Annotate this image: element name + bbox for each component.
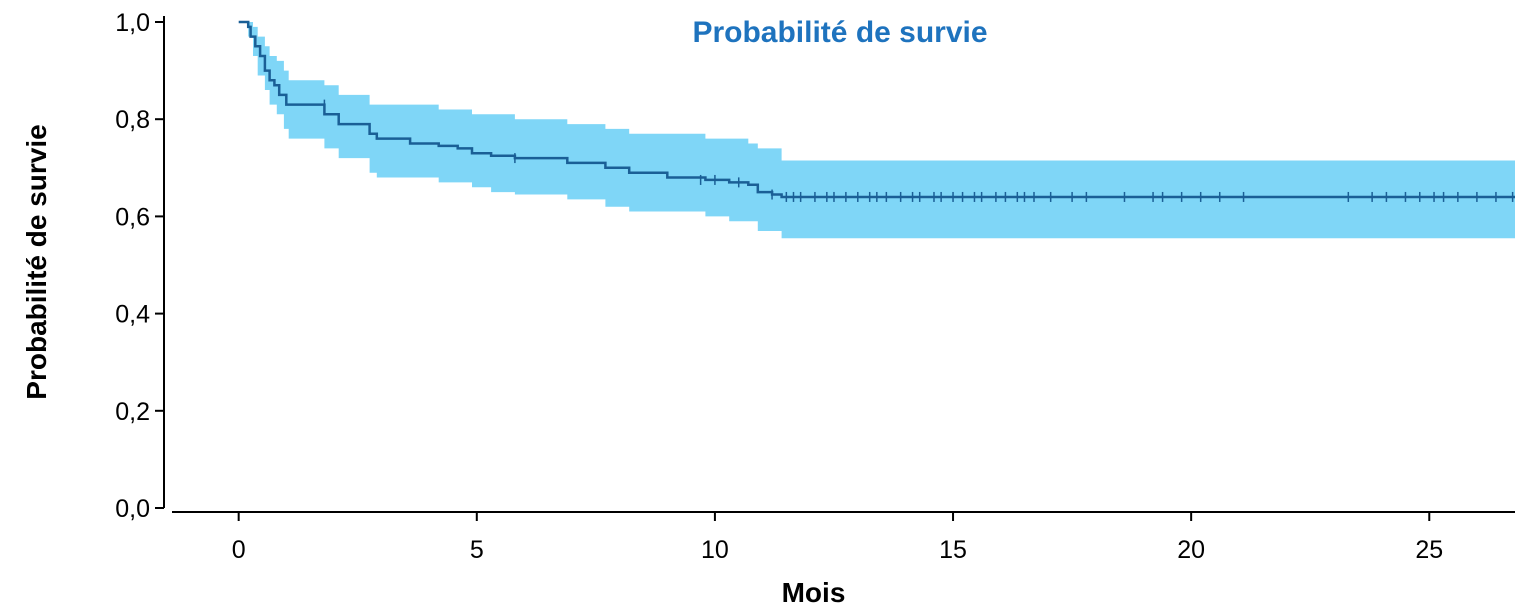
- x-tick-label: 0: [232, 536, 246, 564]
- chart-title: Probabilité de survie: [692, 16, 987, 49]
- y-tick-label: 0,0: [115, 495, 150, 523]
- axes: 0 5 10 15 20 25 0,0 0,2 0,4 0,6 0,8 1,0: [115, 9, 1515, 564]
- y-tick-label: 0,2: [115, 398, 150, 426]
- x-axis-title: Mois: [782, 577, 846, 608]
- y-tick-label: 0,6: [115, 203, 150, 231]
- x-tick-label: 10: [701, 536, 729, 564]
- survival-curve: [238, 20, 1515, 199]
- x-tick-label: 20: [1177, 536, 1205, 564]
- plot-area: [238, 20, 1516, 239]
- x-tick-label: 5: [470, 536, 484, 564]
- x-tick-label: 15: [939, 536, 967, 564]
- confidence-band: [238, 22, 1516, 239]
- y-tick-label: 1,0: [115, 9, 150, 37]
- y-axis-title: Probabilité de survie: [21, 124, 52, 399]
- y-tick-label: 0,4: [115, 301, 150, 329]
- x-tick-label: 25: [1415, 536, 1443, 564]
- y-tick-label: 0,8: [115, 106, 150, 134]
